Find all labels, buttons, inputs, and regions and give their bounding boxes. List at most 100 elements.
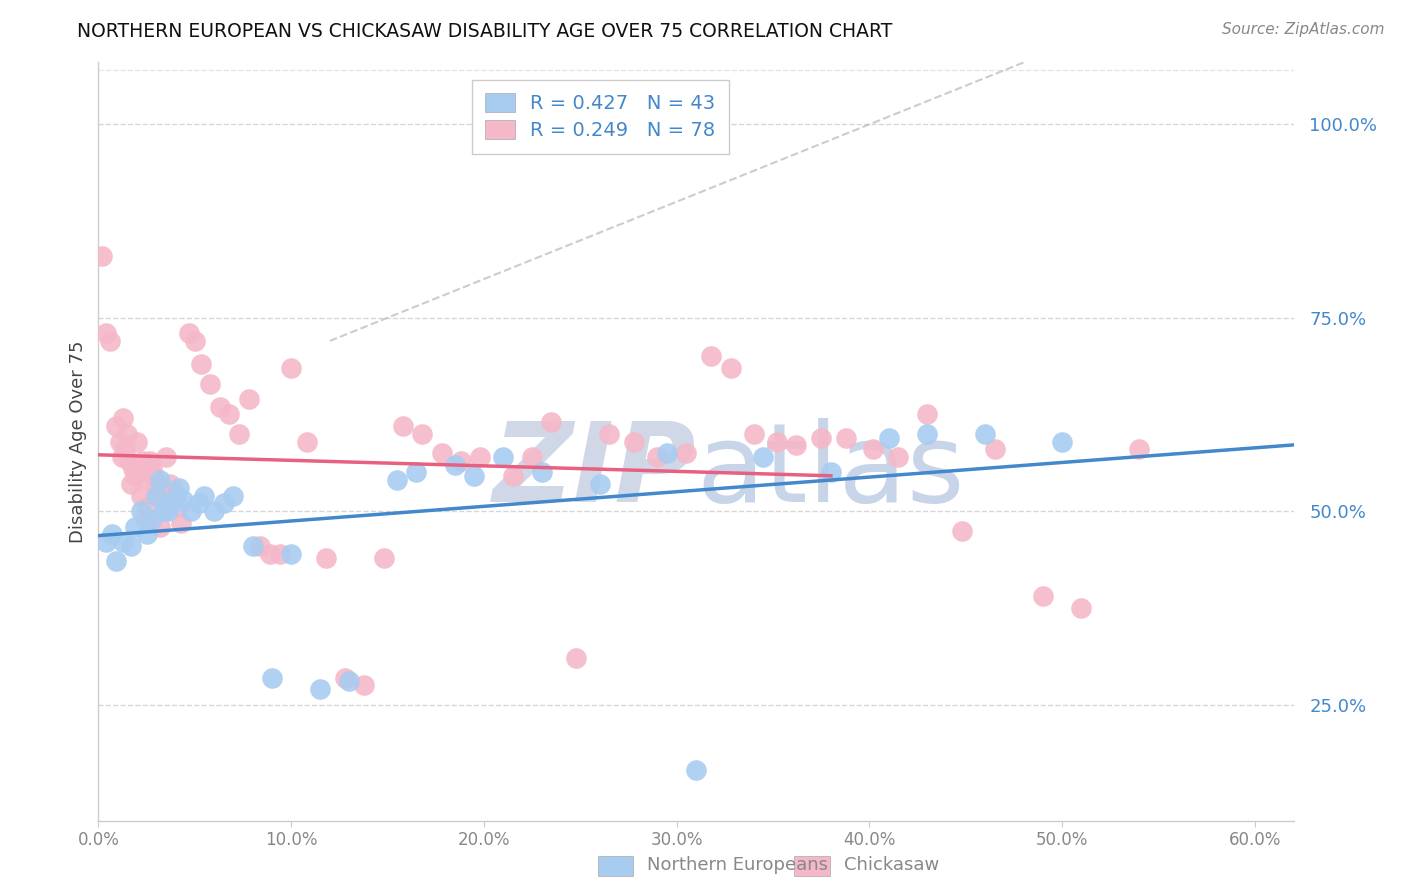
- Point: [128, 461, 150, 475]
- Point: [208, 400, 231, 414]
- Point: [148, 484, 170, 499]
- Point: [153, 504, 176, 518]
- Point: [655, 446, 678, 460]
- Point: [974, 426, 997, 441]
- Text: Chickasaw: Chickasaw: [844, 856, 939, 874]
- Point: [218, 408, 240, 422]
- Point: [202, 504, 225, 518]
- Point: [110, 450, 132, 464]
- Point: [353, 678, 375, 692]
- Point: [94, 535, 117, 549]
- Point: [337, 674, 360, 689]
- Point: [101, 527, 124, 541]
- Point: [134, 512, 156, 526]
- Point: [492, 450, 515, 464]
- Point: [720, 361, 742, 376]
- Point: [122, 461, 145, 475]
- Text: atlas: atlas: [696, 418, 965, 525]
- Point: [700, 350, 723, 364]
- Point: [169, 481, 191, 495]
- Point: [785, 438, 807, 452]
- Point: [155, 450, 177, 464]
- Point: [238, 392, 260, 406]
- Point: [647, 450, 669, 464]
- Legend: R = 0.427   N = 43, R = 0.249   N = 78: R = 0.427 N = 43, R = 0.249 N = 78: [472, 79, 728, 153]
- Point: [104, 419, 127, 434]
- Point: [588, 477, 610, 491]
- Point: [280, 361, 302, 376]
- Point: [450, 454, 472, 468]
- Point: [129, 504, 152, 518]
- Point: [145, 477, 167, 491]
- Point: [623, 434, 645, 449]
- Point: [530, 466, 553, 480]
- Point: [502, 469, 524, 483]
- Text: Northern Europeans: Northern Europeans: [647, 856, 828, 874]
- Point: [862, 442, 884, 457]
- Point: [984, 442, 1007, 457]
- Point: [150, 484, 173, 499]
- Point: [124, 469, 146, 483]
- Point: [1050, 434, 1073, 449]
- Point: [877, 431, 900, 445]
- Point: [463, 469, 485, 483]
- Point: [160, 496, 183, 510]
- Point: [124, 519, 146, 533]
- Point: [917, 408, 939, 422]
- Point: [172, 492, 194, 507]
- Point: [468, 450, 491, 464]
- Point: [135, 527, 157, 541]
- Point: [104, 554, 127, 568]
- Point: [141, 512, 163, 526]
- Text: Source: ZipAtlas.com: Source: ZipAtlas.com: [1222, 22, 1385, 37]
- Point: [392, 419, 415, 434]
- Text: NORTHERN EUROPEAN VS CHICKASAW DISABILITY AGE OVER 75 CORRELATION CHART: NORTHERN EUROPEAN VS CHICKASAW DISABILIT…: [77, 22, 893, 41]
- Point: [138, 473, 160, 487]
- Point: [411, 426, 433, 441]
- Point: [112, 535, 135, 549]
- Point: [249, 539, 271, 553]
- Point: [166, 500, 188, 515]
- Point: [190, 357, 212, 371]
- Point: [139, 454, 162, 468]
- Point: [405, 466, 427, 480]
- Point: [520, 450, 543, 464]
- Point: [333, 671, 356, 685]
- Point: [129, 489, 152, 503]
- Point: [742, 426, 765, 441]
- Point: [94, 326, 117, 341]
- Point: [120, 539, 142, 553]
- Point: [132, 454, 155, 468]
- Point: [1070, 600, 1092, 615]
- Point: [149, 519, 172, 533]
- Point: [950, 524, 973, 538]
- Point: [917, 426, 939, 441]
- Point: [598, 426, 620, 441]
- Point: [91, 249, 114, 263]
- Point: [444, 458, 467, 472]
- Point: [112, 411, 135, 425]
- Point: [315, 550, 337, 565]
- Point: [1128, 442, 1150, 457]
- Point: [193, 489, 215, 503]
- Point: [820, 466, 842, 480]
- Point: [540, 415, 562, 429]
- Point: [766, 434, 789, 449]
- Point: [120, 477, 142, 491]
- Point: [810, 431, 832, 445]
- Point: [143, 469, 166, 483]
- Point: [675, 446, 697, 460]
- Text: ZIP: ZIP: [492, 418, 696, 525]
- Point: [259, 547, 281, 561]
- Point: [180, 504, 202, 518]
- Point: [295, 434, 318, 449]
- Point: [125, 434, 148, 449]
- Point: [280, 547, 302, 561]
- Point: [373, 550, 395, 565]
- Point: [145, 489, 167, 503]
- Point: [430, 446, 453, 460]
- Point: [177, 326, 200, 341]
- Point: [153, 492, 176, 507]
- Point: [135, 500, 157, 515]
- Point: [117, 426, 139, 441]
